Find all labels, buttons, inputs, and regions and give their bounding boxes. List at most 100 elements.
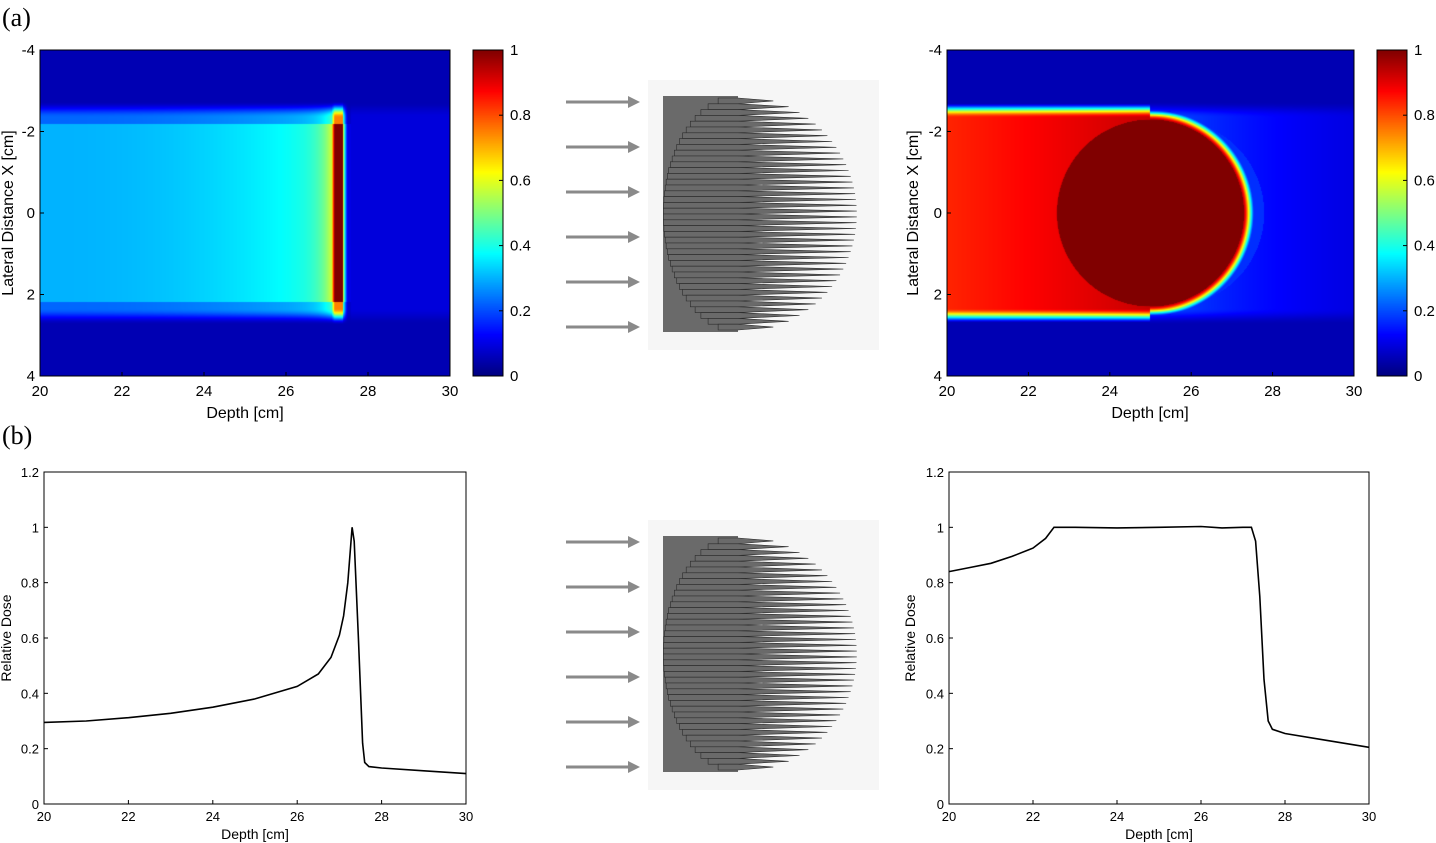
beam-arrow-head xyxy=(628,186,640,198)
absorber-ridge xyxy=(707,758,789,765)
dose-left-xtick-label: 26 xyxy=(290,809,304,824)
dose-right-ytick-label: 1.2 xyxy=(926,465,944,480)
absorber-ridge xyxy=(674,271,841,279)
absorber-ridge xyxy=(667,248,851,255)
absorber-ridge xyxy=(668,167,849,174)
colorbar-left-ticks: 0 0.2 0.4 0.6 0.8 1 xyxy=(499,42,531,385)
dose-right-xtick-label: 22 xyxy=(1026,809,1040,824)
absorber-ridge xyxy=(679,138,833,145)
dose-left-xtick-label: 20 xyxy=(37,809,51,824)
heatmap-left-ytick-label: -2 xyxy=(22,124,35,141)
dose-right-line xyxy=(948,525,1370,749)
dose-right-panel: 20 22 24 26 28 30 0 0.2 0.4 0.6 0.8 1 1.2 Depth [cm… xyxy=(902,465,1376,842)
absorber-ridge xyxy=(664,184,854,192)
dose-left-line xyxy=(43,527,467,775)
heatmap-left-plot xyxy=(40,50,450,376)
dose-left-xtick-label: 28 xyxy=(374,809,388,824)
absorber-ridge xyxy=(665,618,853,626)
dose-left-xtick-label: 22 xyxy=(121,809,135,824)
dose-left-ytick-label: 0 xyxy=(32,797,39,812)
heatmap-left-x-ticks: 20 22 24 26 28 30 xyxy=(32,372,458,400)
absorber-ridge xyxy=(663,636,856,643)
absorber-ridge xyxy=(707,318,789,325)
dose-left-panel: 20 22 24 26 28 30 0 0.2 0.4 0.6 0.8 1 1.2 Depth [cm… xyxy=(0,465,473,842)
absorber-ridge xyxy=(663,207,857,215)
heatmap-left-xtick-label: 24 xyxy=(196,383,213,400)
absorber-ridge xyxy=(694,306,809,313)
absorber-ridge xyxy=(671,705,844,713)
absorber-ridge xyxy=(664,231,856,238)
beam-arrow-head xyxy=(628,626,640,638)
dose-left-x-ticks: 20 22 24 26 28 30 xyxy=(37,800,473,824)
dose-right-xlabel: Depth [cm] xyxy=(1125,826,1193,842)
dose-left-y-ticks: 0 0.2 0.4 0.6 0.8 1 1.2 xyxy=(21,465,48,812)
absorber-ridge xyxy=(667,688,851,695)
colorbar-tick-label: 0.2 xyxy=(1414,303,1435,320)
absorber-ridge xyxy=(663,196,856,203)
panel-label-a: (a) xyxy=(2,3,31,32)
absorber-ridge xyxy=(663,213,857,221)
absorber-ridge xyxy=(700,109,800,116)
dose-left-ytick-label: 0.8 xyxy=(21,576,39,591)
colorbar-left-frame xyxy=(472,49,504,377)
heatmap-left-xtick-label: 20 xyxy=(32,383,49,400)
absorber-ridge xyxy=(717,97,774,105)
colorbar-left-canvas xyxy=(473,50,503,376)
heatmap-left-ytick-label: -4 xyxy=(22,42,35,59)
dose-right-xtick-label: 28 xyxy=(1278,809,1292,824)
absorber-ridge xyxy=(663,202,857,209)
beam-arrow-head xyxy=(628,716,640,728)
heatmap-right-xtick-label: 22 xyxy=(1020,383,1037,400)
absorber-ridge xyxy=(679,723,833,730)
ridge-absorber-diagram-top xyxy=(566,80,879,350)
absorber-ridge xyxy=(668,607,849,614)
colorbar-right-canvas xyxy=(1377,50,1407,376)
absorber-ridge xyxy=(671,595,844,603)
dose-right-ytick-label: 1 xyxy=(937,520,944,535)
absorber-ridge xyxy=(694,115,809,122)
heatmap-right-canvas xyxy=(947,50,1354,376)
dose-right-xtick-label: 26 xyxy=(1194,809,1208,824)
absorber-ridge xyxy=(685,294,822,302)
colorbar-tick-label: 0 xyxy=(1414,368,1422,385)
ridge-absorber-diagram-bottom xyxy=(566,520,879,790)
dose-left-ylabel: Relative Dose xyxy=(0,594,14,681)
absorber-ridge xyxy=(676,144,837,151)
dose-right-xtick-label: 30 xyxy=(1362,809,1376,824)
absorber-ridge xyxy=(674,589,841,597)
absorber-ridge xyxy=(682,729,828,736)
dose-right-ytick-label: 0.8 xyxy=(926,576,944,591)
absorber-ridge xyxy=(668,694,849,701)
absorber-ridge xyxy=(670,700,847,707)
absorber-ridge xyxy=(685,734,822,742)
absorber-ridge xyxy=(668,254,849,261)
absorber-ridge xyxy=(670,161,847,168)
absorber-ridge xyxy=(717,323,774,331)
dose-left-xtick-label: 24 xyxy=(206,809,220,824)
absorber-ridge xyxy=(685,566,822,574)
absorber-ridge xyxy=(664,676,854,684)
absorber-ridge xyxy=(690,740,816,748)
heatmap-right-xtick-label: 26 xyxy=(1183,383,1200,400)
absorber-ridge xyxy=(663,653,857,661)
absorber-ridge xyxy=(663,647,857,655)
absorber-ridge xyxy=(663,665,856,672)
colorbar-right xyxy=(1377,50,1407,376)
heatmap-left-ytick-label: 2 xyxy=(27,287,35,304)
colorbar-tick-label: 0.6 xyxy=(1414,172,1435,189)
heatmap-right-x-ticks: 20 22 24 26 28 30 xyxy=(939,372,1362,400)
absorber-ridge xyxy=(682,132,828,139)
absorber-ridge xyxy=(663,219,857,226)
absorber-ridge xyxy=(671,155,844,163)
heatmap-left-canvas xyxy=(40,50,450,376)
panel-label-b: (b) xyxy=(2,421,32,450)
absorber-ridge xyxy=(674,711,841,719)
dose-left-frame xyxy=(43,471,467,805)
absorber-ridge xyxy=(682,572,828,579)
absorber-ridge xyxy=(707,103,789,110)
colorbar-tick-label: 0 xyxy=(510,368,518,385)
beam-arrow-head xyxy=(628,321,640,333)
absorber-ridge xyxy=(664,236,854,244)
